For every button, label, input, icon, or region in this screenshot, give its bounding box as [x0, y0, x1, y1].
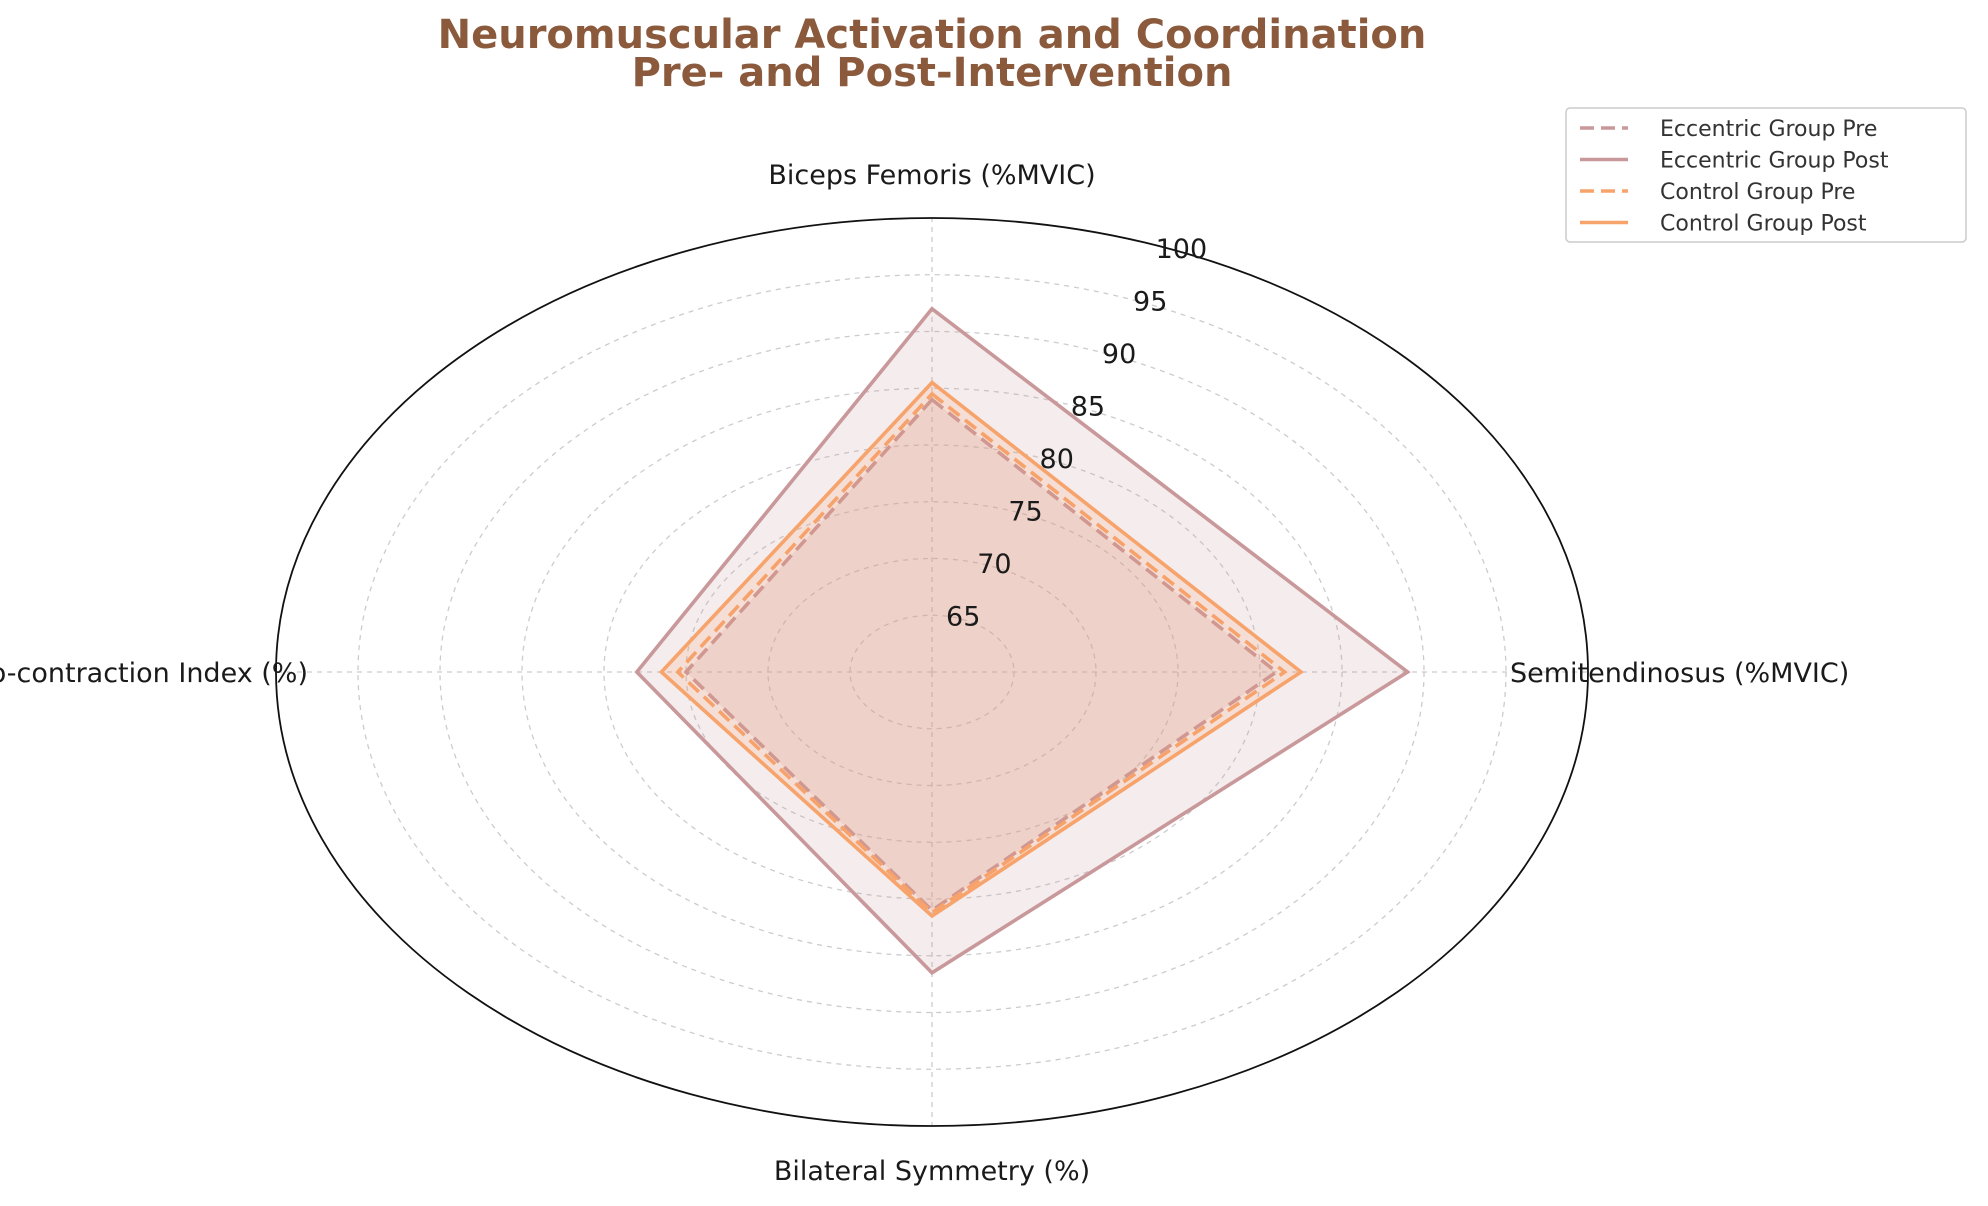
series-1: [634, 306, 1411, 976]
legend-label: Control Group Post: [1660, 212, 1867, 237]
radar-grid: [276, 218, 1588, 1126]
radar-frame: [275, 217, 1589, 1127]
axis-label: Semitendinosus (%MVIC): [1510, 658, 1849, 689]
radial-tick-label: 90: [1102, 339, 1136, 370]
radial-tick-label: 100: [1156, 234, 1208, 265]
radial-tick-label: 85: [1071, 392, 1105, 423]
radial-gridline: [603, 444, 1261, 900]
chart-title-line-2: Pre- and Post-Intervention: [632, 50, 1233, 96]
series-fill: [686, 399, 1277, 911]
radial-tick-label: 75: [1008, 497, 1042, 528]
series-2: [675, 391, 1288, 915]
legend-label: Eccentric Group Pre: [1660, 117, 1877, 142]
axis-label: Biceps Femoris (%MVIC): [768, 160, 1095, 191]
legend-box: [1565, 107, 1967, 243]
axis-label: Co-contraction Index (%): [0, 658, 308, 689]
radial-tick-label: 70: [977, 549, 1011, 580]
radial-tick-label: 65: [946, 602, 980, 633]
series-3: [658, 380, 1305, 919]
chart-title: Neuromuscular Activation and Coordinatio…: [438, 12, 1427, 96]
series-fill: [661, 382, 1301, 917]
axis-label: Bilateral Symmetry (%): [774, 1156, 1090, 1187]
series-line: [675, 391, 1288, 915]
chart-title-line-1: Neuromuscular Activation and Coordinatio…: [438, 12, 1427, 58]
radial-gridline: [685, 501, 1179, 843]
series-0: [683, 397, 1280, 913]
axis-labels: Biceps Femoris (%MVIC) Semitendinosus (%M…: [0, 160, 1849, 1187]
series-line: [634, 306, 1411, 976]
radial-tick-label: 80: [1040, 444, 1074, 475]
legend: Eccentric Group Pre Eccentric Group Post C…: [1565, 107, 1967, 243]
legend-label: Eccentric Group Post: [1660, 149, 1889, 174]
outer-frame: [275, 217, 1589, 1127]
series-fill: [636, 308, 1408, 973]
radial-tick-labels: 65 70 75 80 85 90 95 100: [946, 234, 1207, 632]
legend-label: Control Group Pre: [1660, 180, 1855, 205]
radar-series: [634, 306, 1411, 976]
radial-tick-label: 95: [1133, 287, 1167, 318]
series-line: [658, 380, 1305, 919]
